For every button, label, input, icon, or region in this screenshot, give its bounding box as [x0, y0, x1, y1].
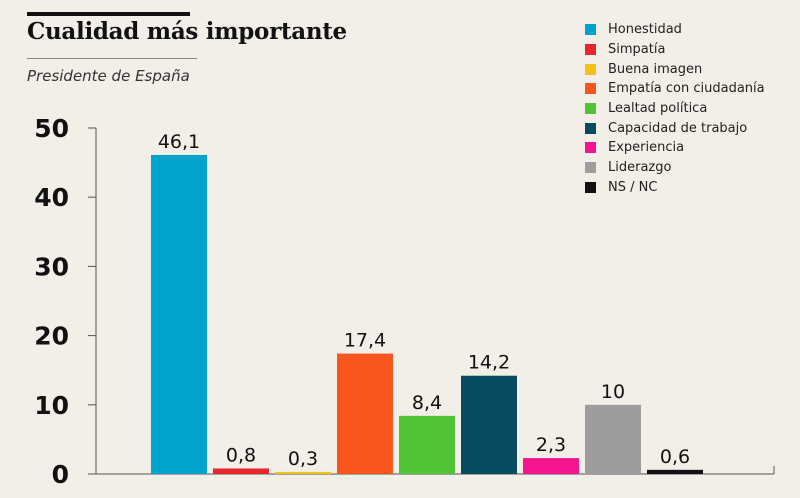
legend-label: Liderazgo [608, 160, 672, 176]
legend-swatch [585, 24, 596, 36]
legend-item: Capacidad de trabajo [585, 118, 765, 138]
legend-label: Buena imagen [608, 61, 703, 77]
bar-8 [585, 404, 641, 474]
data-label: 14,2 [468, 352, 510, 374]
data-label: 46,1 [158, 131, 200, 153]
legend-swatch [585, 83, 596, 95]
title-rule [27, 12, 190, 16]
subtitle-rule [27, 58, 197, 59]
y-tick-label: 50 [34, 114, 69, 143]
data-label: 0,3 [288, 448, 318, 470]
legend-label: Simpatía [608, 42, 666, 58]
data-label: 17,4 [344, 330, 386, 352]
legend-item: Simpatía [585, 40, 765, 60]
y-tick-label: 40 [34, 183, 69, 212]
legend-label: Lealtad política [608, 101, 708, 117]
bar-4 [337, 353, 393, 474]
y-tick-label: 10 [34, 391, 69, 420]
legend: Honestidad Simpatía Buena imagen Empatía co… [585, 20, 765, 197]
bar-5 [399, 415, 455, 474]
legend-item: Empatía con ciudadanía [585, 79, 765, 99]
legend-item: Experiencia [585, 138, 765, 158]
legend-item: Lealtad política [585, 99, 765, 119]
legend-item: NS / NC [585, 178, 765, 198]
chart-subtitle: Presidente de España [27, 67, 190, 85]
legend-swatch [585, 63, 596, 75]
legend-swatch [585, 103, 596, 115]
bar-6 [461, 375, 517, 474]
bar-7 [523, 458, 579, 474]
legend-label: Experiencia [608, 140, 685, 156]
y-tick-label: 0 [52, 460, 69, 489]
legend-item: Honestidad [585, 20, 765, 40]
legend-label: Capacidad de trabajo [608, 120, 748, 136]
bar-1 [151, 154, 207, 474]
legend-label: NS / NC [608, 179, 658, 195]
legend-swatch [585, 142, 596, 154]
legend-item: Liderazgo [585, 158, 765, 178]
y-tick-label: 30 [34, 252, 69, 281]
bar-2 [213, 468, 269, 474]
chart-title: Cualidad más importante [27, 18, 347, 45]
legend-item: Buena imagen [585, 59, 765, 79]
legend-swatch [585, 181, 596, 193]
legend-label: Empatía con ciudadanía [608, 81, 765, 97]
data-label: 8,4 [412, 392, 442, 414]
data-label: 0,8 [226, 444, 256, 466]
data-label: 10 [601, 381, 625, 403]
bar-9 [647, 469, 703, 474]
legend-label: Honestidad [608, 22, 682, 38]
y-tick-label: 20 [34, 322, 69, 351]
bar-3 [275, 471, 331, 474]
data-label: 0,6 [660, 446, 690, 468]
legend-swatch [585, 162, 596, 174]
data-label: 2,3 [536, 434, 566, 456]
legend-swatch [585, 44, 596, 56]
legend-swatch [585, 122, 596, 134]
